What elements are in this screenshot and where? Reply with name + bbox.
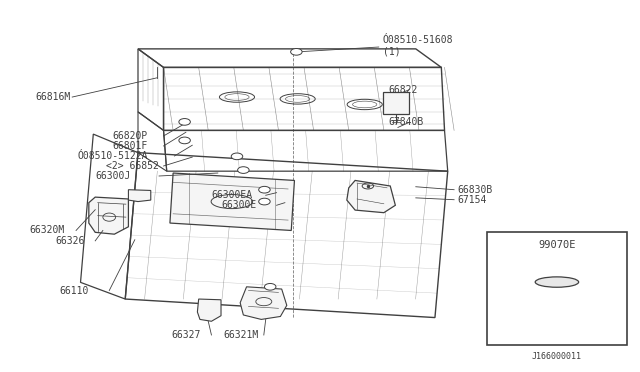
Text: 66822: 66822 bbox=[388, 85, 418, 94]
Polygon shape bbox=[129, 190, 151, 202]
Circle shape bbox=[231, 153, 243, 160]
Text: 66801F: 66801F bbox=[113, 141, 148, 151]
Text: 66300E: 66300E bbox=[221, 200, 256, 210]
Circle shape bbox=[179, 137, 190, 144]
Text: <2> 66852: <2> 66852 bbox=[106, 161, 159, 171]
Text: 66820P: 66820P bbox=[113, 131, 148, 141]
Bar bbox=[383, 92, 410, 114]
Text: 66300J: 66300J bbox=[95, 171, 131, 181]
Text: Ó08510-5122A: Ó08510-5122A bbox=[77, 151, 148, 161]
Circle shape bbox=[291, 48, 302, 55]
Text: 66321M: 66321M bbox=[223, 330, 258, 340]
Text: 66326: 66326 bbox=[55, 236, 84, 246]
Text: 67154: 67154 bbox=[458, 195, 486, 205]
Text: J166000011: J166000011 bbox=[532, 352, 582, 361]
Text: 66327: 66327 bbox=[172, 330, 200, 340]
Circle shape bbox=[179, 119, 190, 125]
Text: 66320M: 66320M bbox=[29, 225, 65, 235]
Circle shape bbox=[237, 167, 249, 173]
Bar bbox=[487, 232, 627, 345]
Text: 99070E: 99070E bbox=[538, 240, 575, 250]
Polygon shape bbox=[240, 287, 287, 320]
Circle shape bbox=[259, 186, 270, 193]
Polygon shape bbox=[89, 197, 129, 234]
Text: 66830B: 66830B bbox=[458, 185, 493, 195]
Circle shape bbox=[264, 283, 276, 290]
Ellipse shape bbox=[535, 277, 579, 287]
Text: 66816M: 66816M bbox=[36, 92, 71, 102]
Text: 66110: 66110 bbox=[60, 286, 89, 295]
Circle shape bbox=[259, 198, 270, 205]
Text: Ó08510-51608
(1): Ó08510-51608 (1) bbox=[383, 35, 453, 57]
Text: 66300EA: 66300EA bbox=[211, 190, 253, 200]
Polygon shape bbox=[197, 299, 221, 321]
Text: 67840B: 67840B bbox=[388, 117, 424, 127]
Polygon shape bbox=[347, 180, 396, 213]
Polygon shape bbox=[170, 173, 294, 231]
